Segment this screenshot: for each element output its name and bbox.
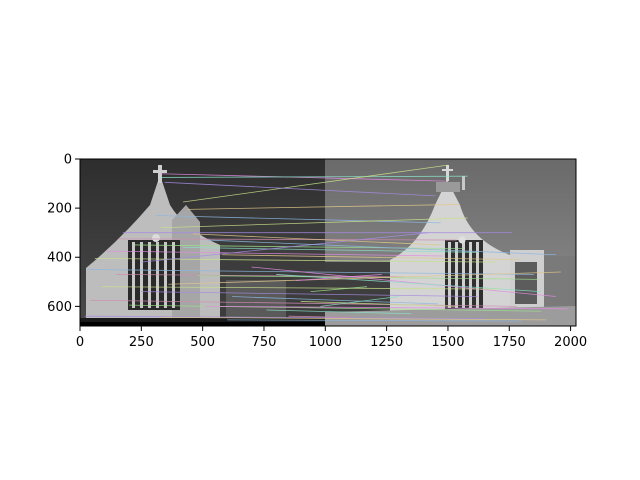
x-tick-label: 750 [252,335,277,350]
match-line [207,239,556,256]
match-line [320,296,399,307]
match-line [156,215,441,224]
match-line [164,181,436,197]
y-tick-label: 400 [47,251,72,266]
match-line [118,238,457,241]
x-tick-label: 1500 [431,335,464,350]
x-tick-label: 2000 [554,335,587,350]
match-line [266,309,412,315]
x-tick-label: 0 [76,335,84,350]
y-axis: 0 200 400 600 [47,153,80,315]
match-line [106,250,444,257]
match-line [160,317,547,321]
match-line [222,254,520,261]
x-axis: 0 250 500 750 1000 1250 1500 1750 2000 [76,326,587,350]
match-line [183,247,478,253]
x-tick-label: 250 [129,335,154,350]
match-line [129,304,542,312]
match-line [288,315,350,318]
x-tick-label: 500 [190,335,215,350]
match-line [205,305,569,310]
match-line [187,204,459,210]
match-line [182,164,449,203]
match-line [197,275,539,280]
y-tick-label: 200 [47,202,72,217]
match-line [251,266,556,297]
image-plot-area [80,159,576,326]
feature-match-lines [84,164,569,322]
match-line [89,299,517,307]
match-line [295,274,382,281]
match-line [87,269,534,275]
match-line [160,217,468,229]
y-tick-label: 600 [47,300,72,315]
x-tick-label: 1000 [309,335,342,350]
axes-frame [79,158,577,327]
match-line [232,296,439,305]
match-line [160,173,446,182]
match-line [141,291,478,297]
match-line [168,271,561,285]
x-tick-label: 1750 [493,335,526,350]
match-line [310,286,368,293]
y-tick-label: 0 [64,153,72,168]
match-line [141,232,429,263]
x-tick-label: 1250 [370,335,403,350]
match-line [94,258,498,263]
match-line [192,233,441,246]
match-line [160,175,468,178]
match-line [84,315,485,320]
match-line [227,319,522,322]
match-line [133,244,463,250]
match-line [102,286,500,290]
match-line [300,301,456,307]
